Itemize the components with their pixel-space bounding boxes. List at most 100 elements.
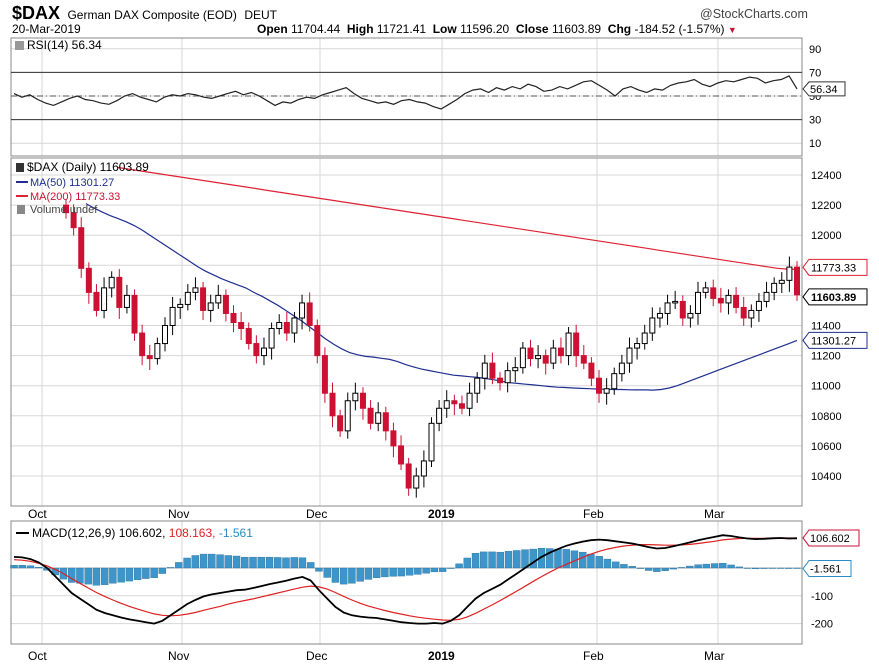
macd-histogram-bar (76, 567, 84, 584)
candle-body (687, 312, 694, 319)
candle-body (291, 317, 298, 334)
macd-histogram-bar (611, 561, 620, 569)
price-legend-ma50: MA(50) 11301.27 (30, 177, 114, 189)
macd-histogram-bar (752, 567, 760, 570)
macd-histogram-bar (397, 567, 406, 577)
candle-body (436, 407, 443, 424)
price-tick-label: 12200 (811, 200, 842, 212)
candle-body (93, 291, 100, 311)
price-month-label: Feb (583, 507, 604, 521)
macd-histogram-bar (471, 553, 480, 569)
price-tick-label: 12400 (811, 170, 842, 182)
candle-body (695, 291, 702, 314)
macd-histogram-bar (760, 567, 768, 569)
macd-histogram-bar (216, 554, 224, 569)
candle-body (557, 347, 564, 357)
macd-histogram-bar (785, 567, 793, 569)
candle-body (276, 321, 283, 330)
candle-body (299, 302, 306, 319)
candle-body (489, 362, 496, 379)
low-value: 11596.20 (460, 22, 510, 36)
macd-histogram-bar (84, 567, 92, 585)
candle-body (451, 400, 458, 405)
low-label: Low (432, 22, 457, 36)
macd-histogram-bar (18, 565, 26, 569)
macd-histogram-bar (372, 567, 381, 578)
candle-body (101, 287, 108, 311)
candle-body (78, 227, 85, 269)
candle-body (238, 321, 245, 330)
candle-body (763, 291, 770, 302)
rsi-value-badge-text: 56.34 (810, 84, 838, 96)
candle-body (154, 343, 161, 360)
rsi-tick-label: 90 (809, 44, 821, 56)
price-tick-label: 11000 (811, 381, 841, 393)
ohlc-row: Open 11704.44 High 11721.41 Low 11596.20… (257, 22, 737, 36)
macd-month-label: Oct (28, 649, 47, 663)
macd-histogram-bar (356, 567, 364, 582)
macd-histogram-bar (158, 567, 167, 574)
macd-legend-hist: -1.561 (219, 526, 253, 540)
candle-body (618, 362, 625, 375)
macd-histogram-bar (488, 551, 496, 569)
candle-body (169, 306, 176, 327)
macd-histogram-bar (150, 567, 158, 578)
macd-month-label: Mar (704, 649, 725, 663)
candle-body (740, 306, 747, 319)
candle-body (771, 282, 778, 293)
macd-histogram-bar (26, 565, 35, 569)
candle-body (344, 400, 351, 432)
macd-tick-label: -100 (811, 591, 833, 603)
candle-body (215, 294, 222, 304)
macd-histogram-bar (389, 567, 397, 577)
macd-histogram-bar (628, 566, 636, 569)
macd-histogram-bar (504, 551, 513, 569)
macd-histogram-bar (381, 567, 389, 578)
macd-histogram-bar (661, 567, 669, 571)
macd-histogram-bar (405, 567, 414, 576)
rsi-legend: RSI(14) 56.34 (27, 38, 102, 52)
macd-line (13, 534, 798, 625)
candle-body (306, 302, 313, 326)
candle-body (177, 303, 184, 308)
date-label: 20-Mar-2019 (12, 22, 81, 36)
candle-body (748, 309, 755, 319)
macd-histogram-bar (10, 565, 18, 569)
chg-label: Chg (607, 22, 632, 36)
macd-histogram-bar (702, 563, 711, 569)
candle-body (588, 362, 595, 379)
candle-body (717, 297, 724, 304)
candle-body (565, 332, 572, 357)
candle-body (710, 287, 717, 299)
macd-panel-frame (10, 520, 803, 645)
macd-histogram-bar (587, 553, 595, 569)
exchange-label: DEUT (244, 8, 277, 22)
candle-body (778, 279, 785, 284)
candle-body (656, 312, 663, 319)
macd-histogram-bar (579, 551, 587, 569)
macd-histogram-bar (644, 567, 653, 571)
candle-body (626, 347, 633, 364)
macd-histogram-bar (67, 567, 76, 583)
candle-body (184, 291, 191, 305)
macd-histogram-bar (274, 557, 282, 569)
candle-body (497, 377, 504, 384)
candle-body (390, 430, 397, 447)
candle-body (679, 300, 686, 319)
candle-body (580, 355, 587, 364)
rsi-tick-label: 70 (809, 67, 821, 79)
candle-body (428, 422, 435, 462)
price-month-label: Mar (704, 507, 725, 521)
candle-body (359, 392, 366, 409)
ma50-value-badge-text: 11301.27 (811, 335, 856, 347)
candle-body (458, 403, 465, 409)
rsi-panel-frame (10, 37, 803, 157)
macd-histogram-bar (249, 556, 257, 569)
macd-legend-label: MACD(12,26,9) (32, 526, 115, 540)
candle-body (634, 343, 641, 349)
candle-body (314, 325, 321, 357)
rsi-tick-label: 10 (809, 138, 821, 150)
volume-legend-swatch (17, 205, 25, 214)
macd-histogram-bar (537, 548, 546, 569)
